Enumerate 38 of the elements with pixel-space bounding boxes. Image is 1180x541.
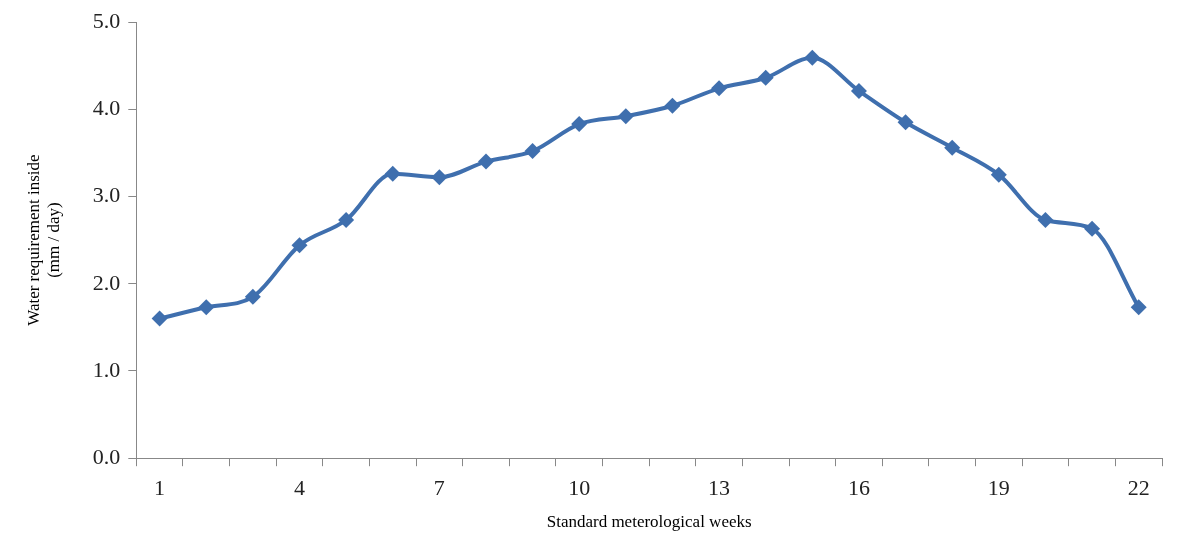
y-tick-label: 0.0 [92, 443, 121, 469]
x-tick-label: 13 [708, 475, 731, 501]
point [1037, 212, 1054, 229]
point [151, 310, 168, 327]
x-tick-label: 4 [293, 475, 305, 501]
y-tick-label: 4.0 [92, 95, 121, 121]
point [664, 97, 681, 114]
point [897, 114, 914, 131]
point [757, 69, 774, 86]
point [617, 108, 634, 125]
point [1084, 220, 1101, 237]
point [571, 116, 588, 133]
y-tick-label: 3.0 [92, 182, 121, 208]
x-tick-label: 16 [847, 475, 870, 501]
point [477, 153, 494, 170]
point [244, 288, 261, 305]
x-tick-label: 22 [1127, 475, 1150, 501]
point [431, 169, 448, 186]
point [990, 166, 1007, 183]
x-tick-label: 19 [987, 475, 1010, 501]
point [198, 299, 215, 316]
point [850, 82, 867, 99]
point [291, 237, 308, 254]
point [944, 139, 961, 156]
point [1130, 299, 1147, 316]
x-tick-label: 7 [433, 475, 445, 501]
x-axis-title: Standard meterological weeks [546, 512, 752, 532]
y-axis-title: Water requirement inside (mm / day) [23, 154, 64, 326]
point [384, 165, 401, 182]
y-tick-label: 1.0 [92, 356, 121, 382]
point [804, 49, 821, 66]
point [711, 80, 728, 97]
y-tick-label: 5.0 [92, 7, 121, 33]
point [338, 212, 355, 229]
point [524, 143, 541, 160]
x-tick-label: 10 [568, 475, 591, 501]
x-tick-label: 1 [154, 475, 166, 501]
y-tick-label: 2.0 [92, 269, 121, 295]
